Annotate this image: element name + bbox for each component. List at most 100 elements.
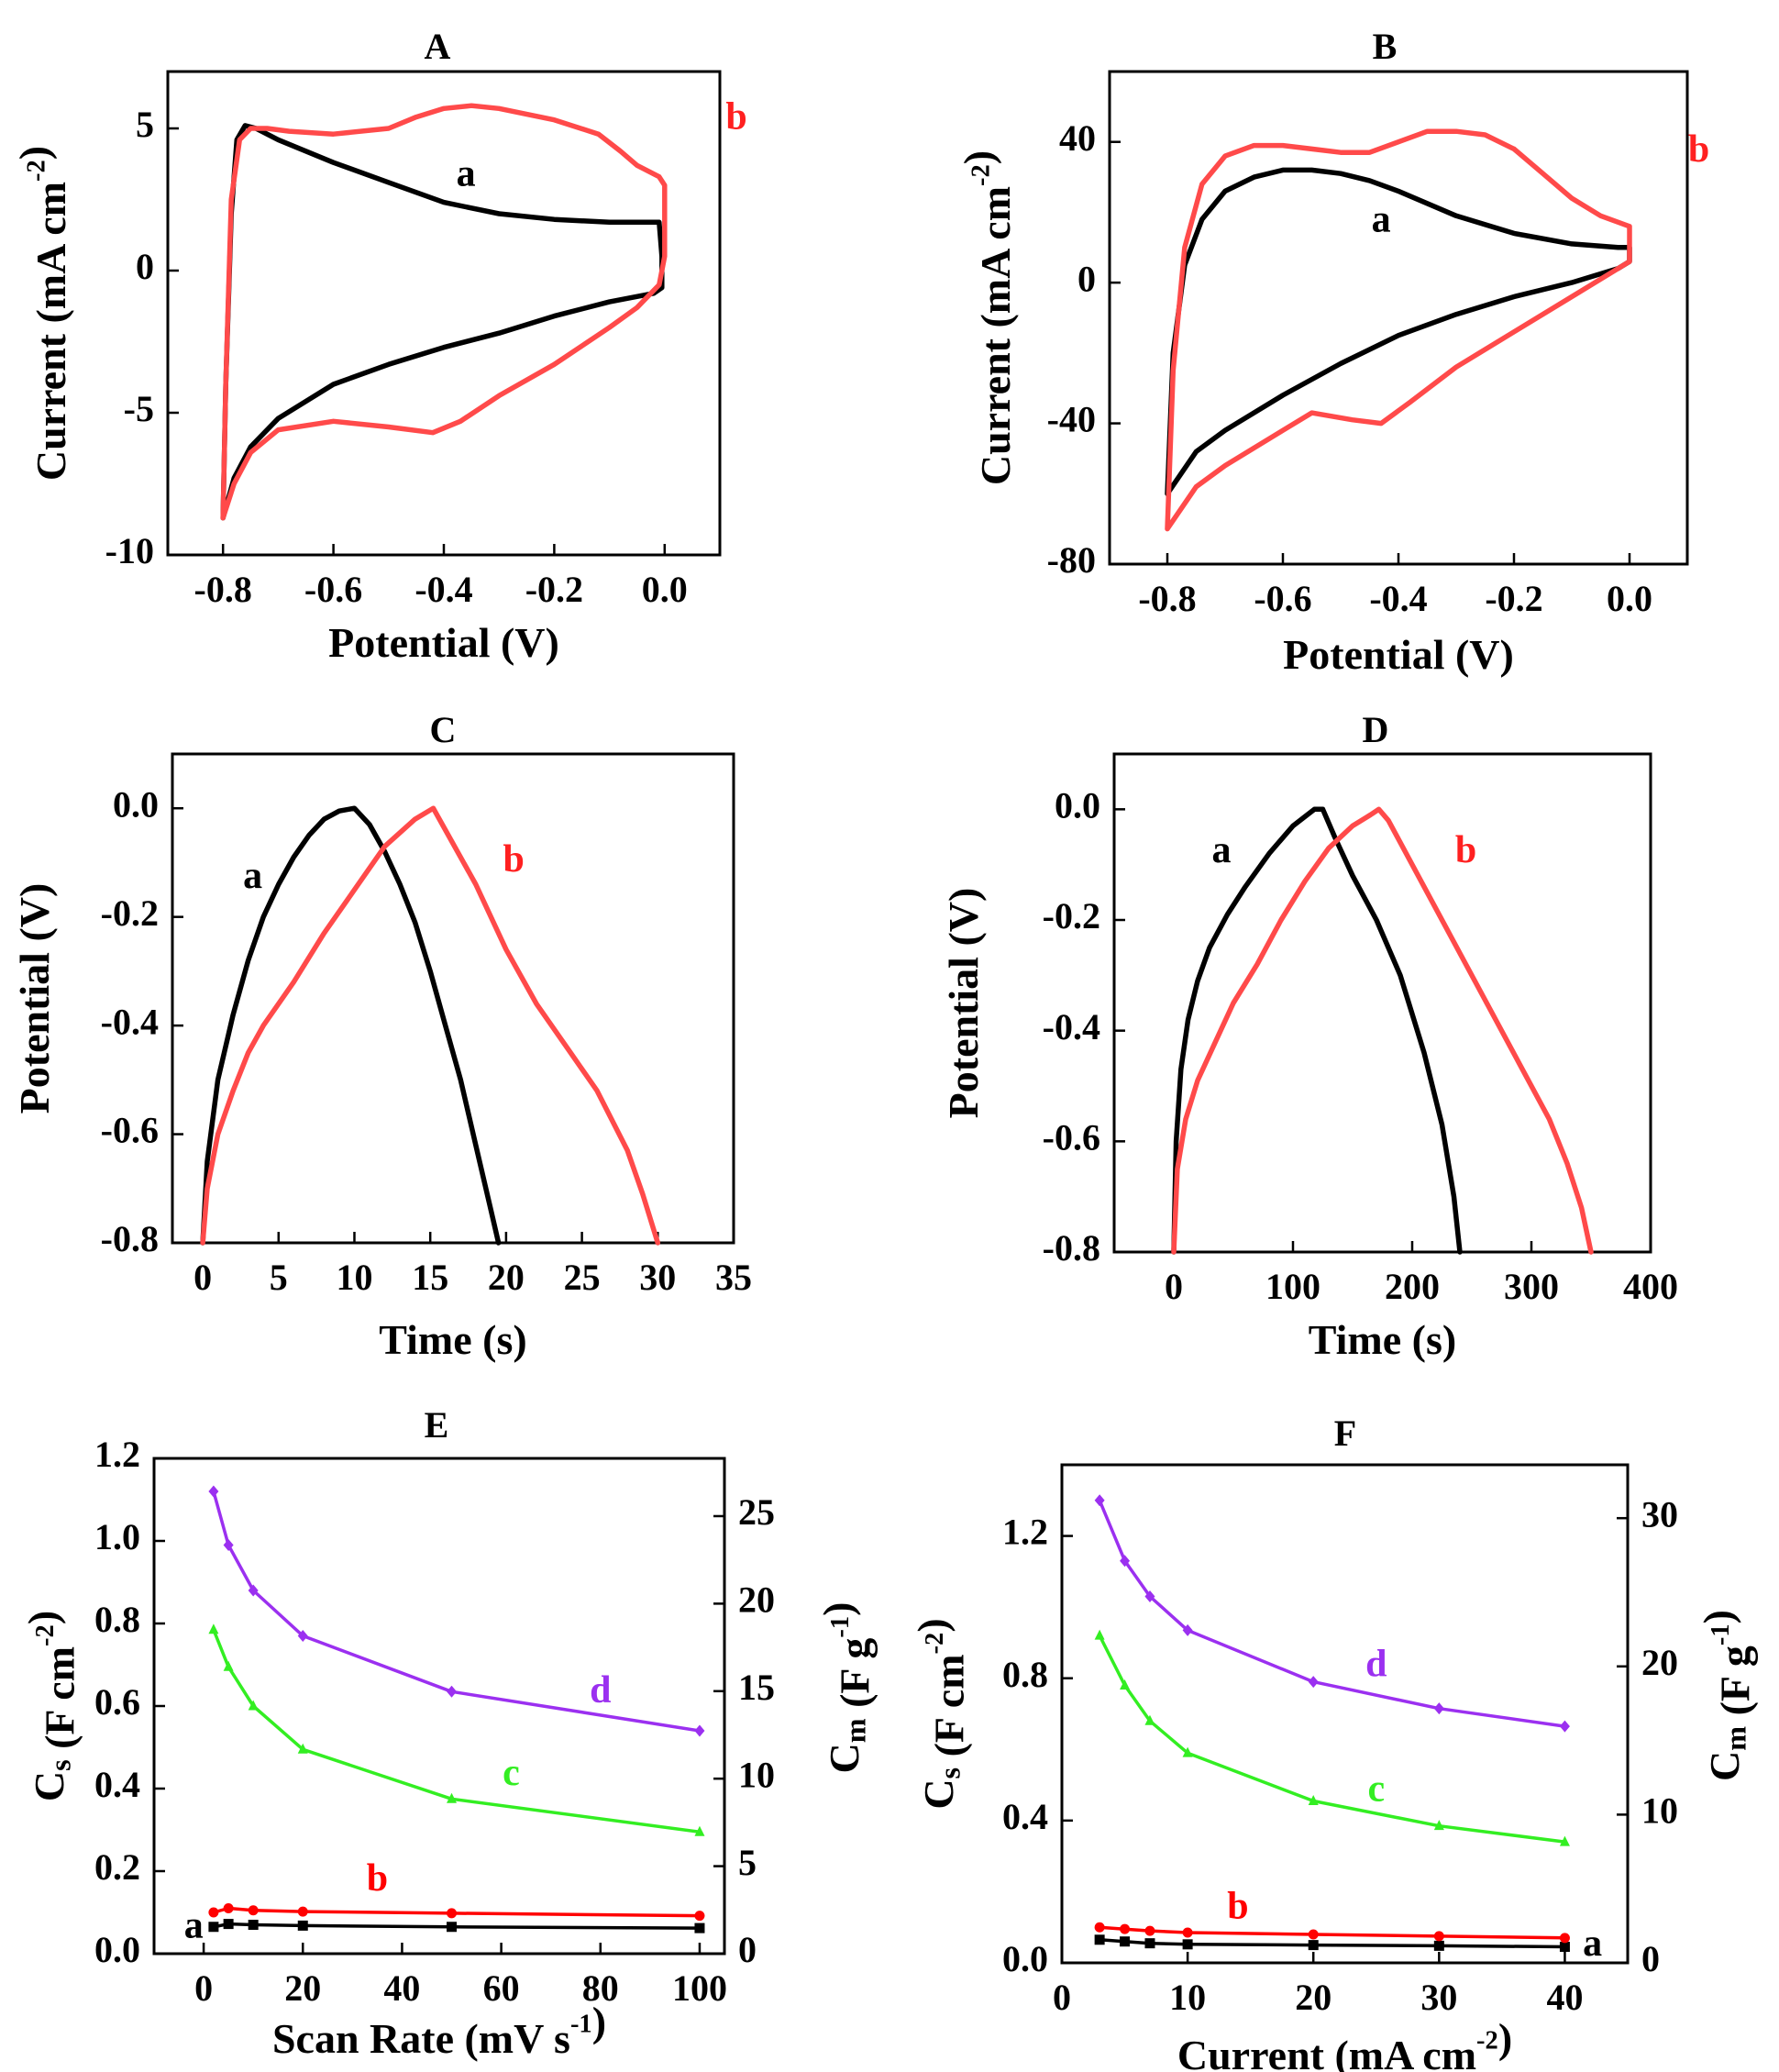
data-point-a: [223, 1919, 234, 1930]
x-tick-label: 0.0: [1607, 578, 1652, 619]
data-point-d: [1094, 1494, 1105, 1507]
y-tick-label: -0.6: [101, 1110, 159, 1151]
x-tick-label: -0.8: [1138, 578, 1196, 619]
data-point-a: [248, 1920, 259, 1930]
data-point-d: [1144, 1590, 1155, 1603]
y-tick-label: 0.2: [94, 1846, 140, 1888]
y-tick-label: -0.8: [1043, 1227, 1100, 1269]
data-point-b: [447, 1908, 458, 1919]
y-tick-label: -0.6: [1043, 1117, 1100, 1158]
y-tick-label: 1.2: [1002, 1512, 1048, 1553]
data-point-a: [1144, 1938, 1155, 1949]
series-label-b: b: [1455, 829, 1476, 871]
y-tick-label: -0.8: [101, 1218, 159, 1259]
x-tick-label: -0.4: [414, 569, 472, 610]
x-tick-label: 100: [672, 1967, 727, 2009]
y2-tick-label: 0: [1641, 1938, 1660, 1979]
x-tick-label: -0.2: [1485, 578, 1542, 619]
y-axis-label: Cs (F cm-2): [19, 1611, 83, 1801]
series-label-a: a: [184, 1905, 204, 1947]
y-tick-label: 1.2: [94, 1434, 140, 1475]
y-axis-label: Potential (V): [940, 888, 987, 1119]
y-tick-label: 1.0: [94, 1516, 140, 1557]
x-tick-label: 10: [336, 1257, 372, 1298]
series-label-b: b: [1688, 128, 1709, 171]
x-axis-label: Potential (V): [328, 619, 559, 666]
y2-tick-label: 20: [738, 1579, 775, 1621]
y-tick-label: 0.8: [94, 1599, 140, 1640]
y-axis-label: Cs (F cm-2): [909, 1618, 972, 1809]
x-tick-label: 0: [193, 1257, 212, 1298]
x-tick-label: 40: [1546, 1977, 1583, 2018]
y2-axis-label: Cm (F g-1): [1695, 1610, 1758, 1781]
series-a: a: [1171, 806, 1463, 1255]
x-tick-label: 80: [582, 1967, 619, 2009]
series-line-a: [1165, 167, 1632, 497]
series-b: b: [1171, 806, 1594, 1255]
y2-tick-label: 30: [1641, 1493, 1678, 1535]
series-d: d: [208, 1485, 705, 1737]
data-point-a: [297, 1920, 308, 1931]
data-point-d: [1559, 1720, 1570, 1733]
x-tick-label: 30: [639, 1257, 676, 1298]
series-label-b: b: [503, 838, 524, 881]
data-point-b: [223, 1903, 234, 1913]
panel-b: B -0.8 -0.6 -0.4 -0.2 0.0 -80 -40 0 40 Potential (…: [955, 26, 1709, 677]
series-label-d: d: [590, 1669, 611, 1712]
series-a: a: [1094, 1922, 1602, 1965]
data-point-c: [208, 1623, 219, 1634]
y-axis-label: Current (mA cm-2): [10, 146, 73, 481]
y-tick-label: -40: [1047, 399, 1096, 440]
x-axis-label: Current (mA cm-2): [1177, 2014, 1512, 2072]
data-point-a: [1120, 1936, 1131, 1947]
series-b: b: [1094, 1885, 1570, 1944]
x-axis-label: Scan Rate (mV s-1): [272, 1998, 606, 2061]
data-point-b: [1120, 1923, 1131, 1934]
y-tick-label: 0: [136, 246, 154, 287]
y-tick-label: 40: [1059, 117, 1096, 159]
x-tick-label: 10: [1169, 1977, 1206, 2018]
data-point-a: [1308, 1940, 1319, 1951]
x-tick-label: 20: [284, 1967, 321, 2009]
y2-tick-label: 15: [738, 1667, 775, 1708]
x-tick-label: 15: [412, 1257, 448, 1298]
x-tick-label: -0.6: [304, 569, 362, 610]
y-tick-label: 0.0: [1002, 1938, 1048, 1979]
data-point-d: [223, 1539, 234, 1551]
series-line-c: [1098, 1634, 1567, 1844]
data-point-c: [1120, 1679, 1131, 1690]
data-point-b: [208, 1907, 219, 1918]
data-point-b: [1308, 1929, 1319, 1940]
series-label-c: c: [1367, 1767, 1385, 1810]
series-line-b: [200, 805, 661, 1246]
data-point-b: [1433, 1931, 1444, 1942]
y-tick-label: 0.0: [94, 1929, 140, 1970]
data-point-b: [1182, 1927, 1193, 1938]
data-point-c: [1559, 1835, 1570, 1846]
data-point-a: [1094, 1934, 1105, 1945]
data-point-c: [1094, 1629, 1105, 1640]
data-point-c: [1308, 1795, 1319, 1806]
data-point-d: [694, 1724, 705, 1737]
x-tick-label: 5: [270, 1257, 288, 1298]
series-label-a: a: [1212, 829, 1232, 871]
series-a: a: [200, 805, 502, 1246]
y-tick-label: 5: [136, 104, 154, 145]
x-tick-label: 20: [488, 1257, 525, 1298]
panel-d: D 0 100 200 300 400 -0.8 -0.6 -0.4 -0.2 0.0 Time (s…: [940, 709, 1678, 1362]
y2-tick-label: 10: [1641, 1790, 1678, 1832]
y-tick-label: -0.2: [101, 892, 159, 934]
series-c: c: [208, 1623, 705, 1836]
y2-axis-label: Cm (F g-1): [814, 1602, 878, 1774]
data-point-d: [248, 1584, 259, 1597]
data-point-b: [297, 1906, 308, 1917]
panel-label: F: [1334, 1413, 1356, 1454]
series-label-b: b: [725, 95, 746, 138]
data-point-d: [447, 1685, 458, 1698]
x-tick-label: 40: [383, 1967, 420, 2009]
series-a: a: [1165, 167, 1632, 497]
y-tick-label: 0.4: [1002, 1796, 1048, 1837]
x-axis-label: Time (s): [1309, 1316, 1456, 1363]
x-tick-label: 300: [1504, 1266, 1559, 1307]
